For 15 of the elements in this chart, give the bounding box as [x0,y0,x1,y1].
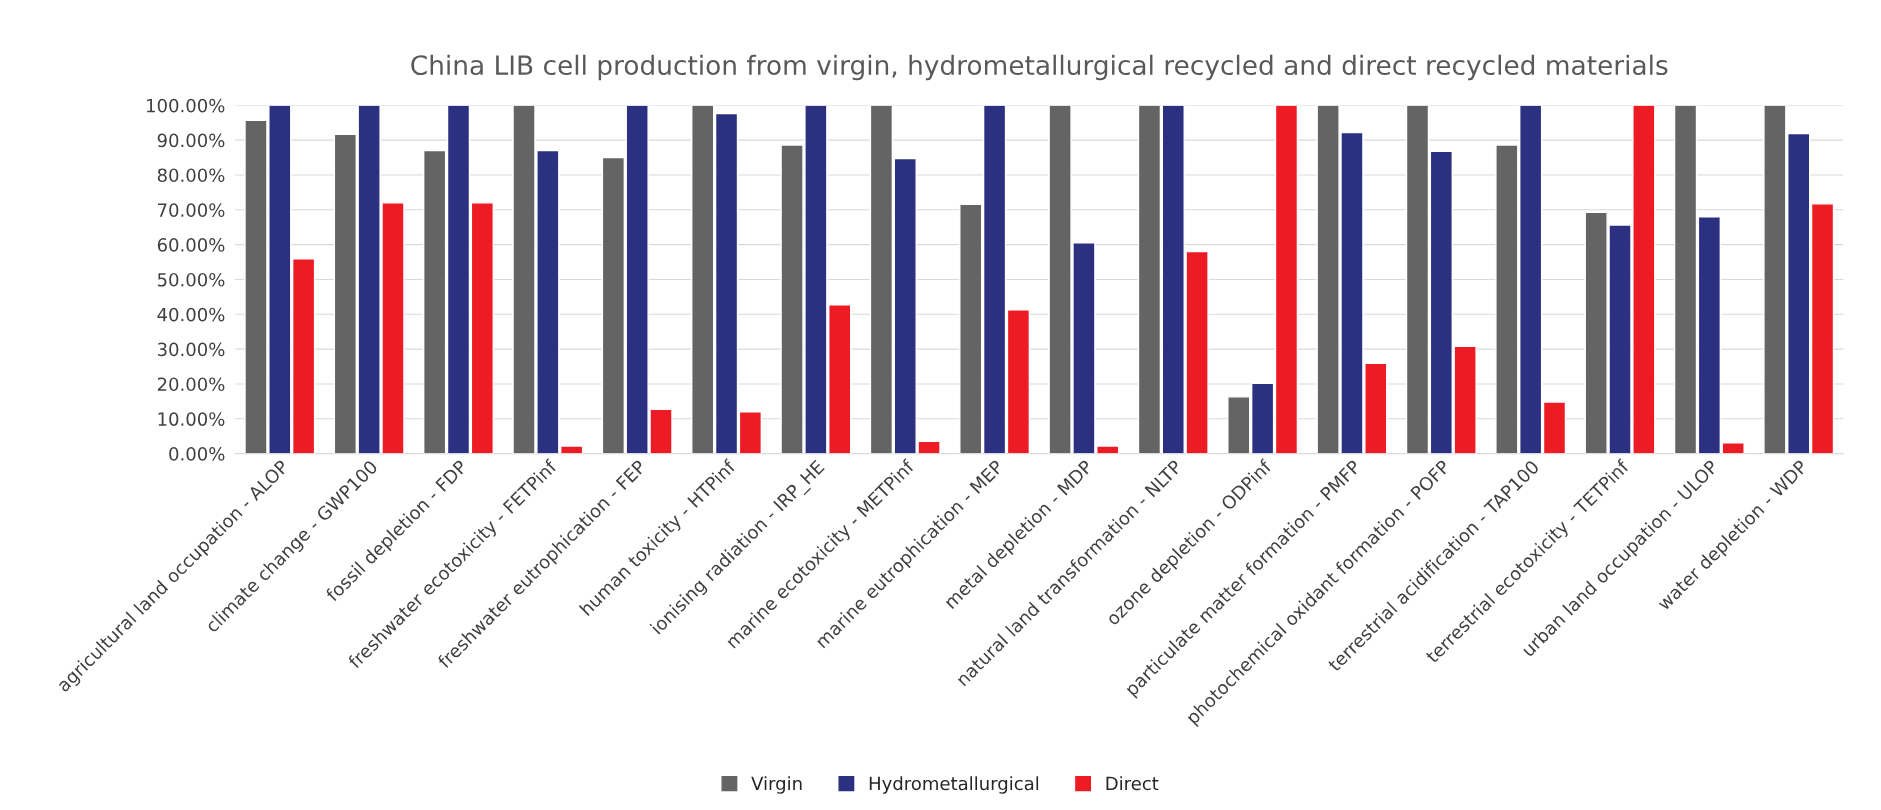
y-tick-label: 100.00% [147,98,225,113]
y-tick-label: 30.00% [157,342,225,357]
chart-title: China LIB cell production from virgin, hydrometallurgical recycled and direct recycled materials [411,54,1668,81]
y-tick-label: 50.00% [157,272,225,287]
y-tick-label: 70.00% [158,203,225,217]
y-tick-label: 20.00% [157,377,225,392]
y-tick-label: 0.00% [169,447,225,461]
legend-label: Direct [1106,776,1159,791]
y-tick-label: 60.00% [157,238,225,252]
y-tick-label: 90.00% [157,133,225,148]
y-tick-label: 80.00% [157,168,225,183]
y-tick-label: 10.00% [158,412,225,426]
y-tick-label: 40.00% [157,307,225,322]
legend-label: Virgin [751,776,802,794]
legend-label: Hydrometallurgical [869,776,1039,794]
